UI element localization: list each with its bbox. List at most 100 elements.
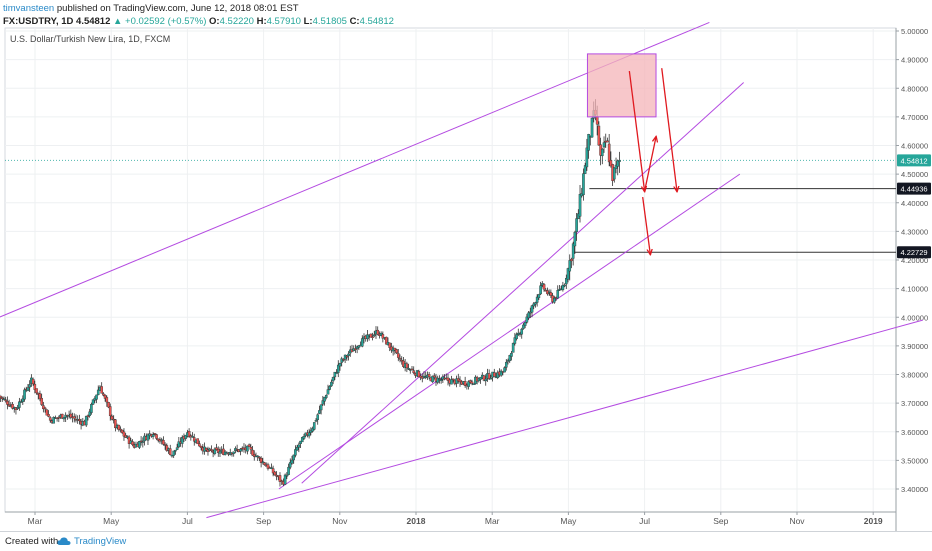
candle-body: [165, 445, 169, 451]
candle-body: [360, 338, 364, 347]
candle-body: [151, 434, 155, 437]
x-tick-label: Jul: [182, 516, 193, 526]
candle-body: [247, 444, 251, 447]
y-tick-label: 3.90000: [901, 342, 928, 351]
candle-body: [357, 345, 361, 348]
candle-body: [532, 303, 536, 307]
candle-body: [583, 165, 587, 174]
candle-body: [270, 467, 273, 469]
author-name[interactable]: timvansteen: [3, 3, 55, 14]
open-value: 4.52220: [219, 16, 254, 27]
candle-body: [168, 448, 172, 456]
candle-body: [376, 329, 380, 335]
y-tick-label: 4.30000: [901, 227, 928, 236]
candle-body: [446, 377, 450, 381]
candle-body: [410, 368, 414, 371]
candle-body: [19, 401, 23, 403]
candle-body: [26, 387, 30, 391]
projection-arrow: [628, 70, 644, 191]
candle-body: [345, 356, 349, 358]
candle-body: [431, 375, 434, 383]
candle-body: [4, 399, 7, 401]
candle-body: [300, 437, 304, 443]
candle-body: [33, 383, 37, 390]
candle-body: [510, 352, 513, 357]
open-label: O:: [209, 16, 220, 27]
candle-body: [326, 389, 330, 395]
candle-body: [105, 397, 109, 403]
candle-body: [2, 398, 6, 401]
resistance-rectangle: [586, 53, 657, 118]
price-change: ▲ +0.02592 (+0.57%): [113, 16, 207, 27]
candle-body: [60, 413, 64, 419]
candle-body: [210, 449, 213, 451]
candle-body: [271, 468, 275, 474]
projection-arrows[interactable]: [628, 68, 677, 254]
candle-body: [323, 397, 326, 402]
candle-body: [299, 440, 302, 444]
candle-body: [263, 462, 266, 466]
candle-body: [86, 415, 90, 417]
candle-body: [372, 334, 376, 337]
candle-body: [287, 466, 290, 475]
candle-body: [162, 440, 165, 445]
candle-body: [311, 428, 314, 432]
candle-body: [266, 464, 270, 469]
y-tick-label: 4.70000: [901, 113, 928, 122]
candle-body: [307, 432, 311, 437]
candle-body: [88, 411, 91, 416]
y-tick-label: 3.50000: [901, 456, 928, 465]
candle-body: [573, 232, 577, 247]
candle-body: [52, 416, 55, 424]
candle-body: [393, 347, 397, 351]
candle-body: [40, 397, 43, 405]
candle-body: [175, 447, 179, 450]
price-chart[interactable]: Mar May Jul Sep Nov 2018 Mar May Jul Sep Nov 2019 3…: [0, 0, 932, 531]
candle-body: [174, 449, 177, 452]
candle-body: [585, 147, 589, 168]
candle-body: [72, 416, 76, 419]
candle-body: [314, 420, 318, 422]
candlesticks: [0, 99, 621, 487]
candle-body: [529, 311, 532, 314]
candle-body: [180, 436, 184, 444]
candle-body: [127, 436, 131, 444]
candle-body: [609, 160, 613, 167]
candle-body: [117, 424, 121, 430]
candle-body: [511, 342, 515, 353]
candle-body: [273, 471, 277, 476]
x-tick-label: 2018: [407, 516, 426, 526]
candle-body: [78, 419, 81, 422]
candle-body: [607, 143, 611, 163]
candle-body: [316, 414, 320, 420]
x-axis: Mar May Jul Sep Nov 2018 Mar May Jul Sep Nov 2019: [5, 511, 896, 526]
candle-body: [388, 342, 392, 348]
candle-body: [504, 361, 508, 368]
candle-body: [153, 433, 157, 435]
candle-body: [439, 379, 443, 381]
resistance-box[interactable]: [586, 53, 657, 118]
candle-body: [251, 449, 254, 456]
tradingview-cloud-icon: [57, 537, 71, 545]
low-value: 4.51805: [312, 16, 347, 27]
candle-body: [606, 140, 609, 143]
candle-body: [218, 451, 222, 454]
tradingview-brand[interactable]: TradingView: [74, 536, 127, 547]
candle-body: [568, 260, 572, 272]
candle-body: [371, 336, 374, 338]
candle-body: [258, 456, 261, 459]
candle-body: [318, 410, 321, 414]
candle-body: [427, 374, 431, 377]
y-tick-label: 4.10000: [901, 285, 928, 294]
candle-body: [331, 376, 335, 382]
candle-body: [246, 445, 249, 452]
candle-body: [256, 455, 259, 458]
candle-body: [561, 284, 565, 291]
candle-body: [239, 448, 242, 452]
candle-body: [513, 337, 517, 344]
candle-body: [163, 444, 167, 446]
candle-body: [601, 148, 604, 157]
candle-body: [16, 407, 19, 410]
candle-body: [285, 475, 289, 477]
projection-arrow: [643, 137, 656, 192]
